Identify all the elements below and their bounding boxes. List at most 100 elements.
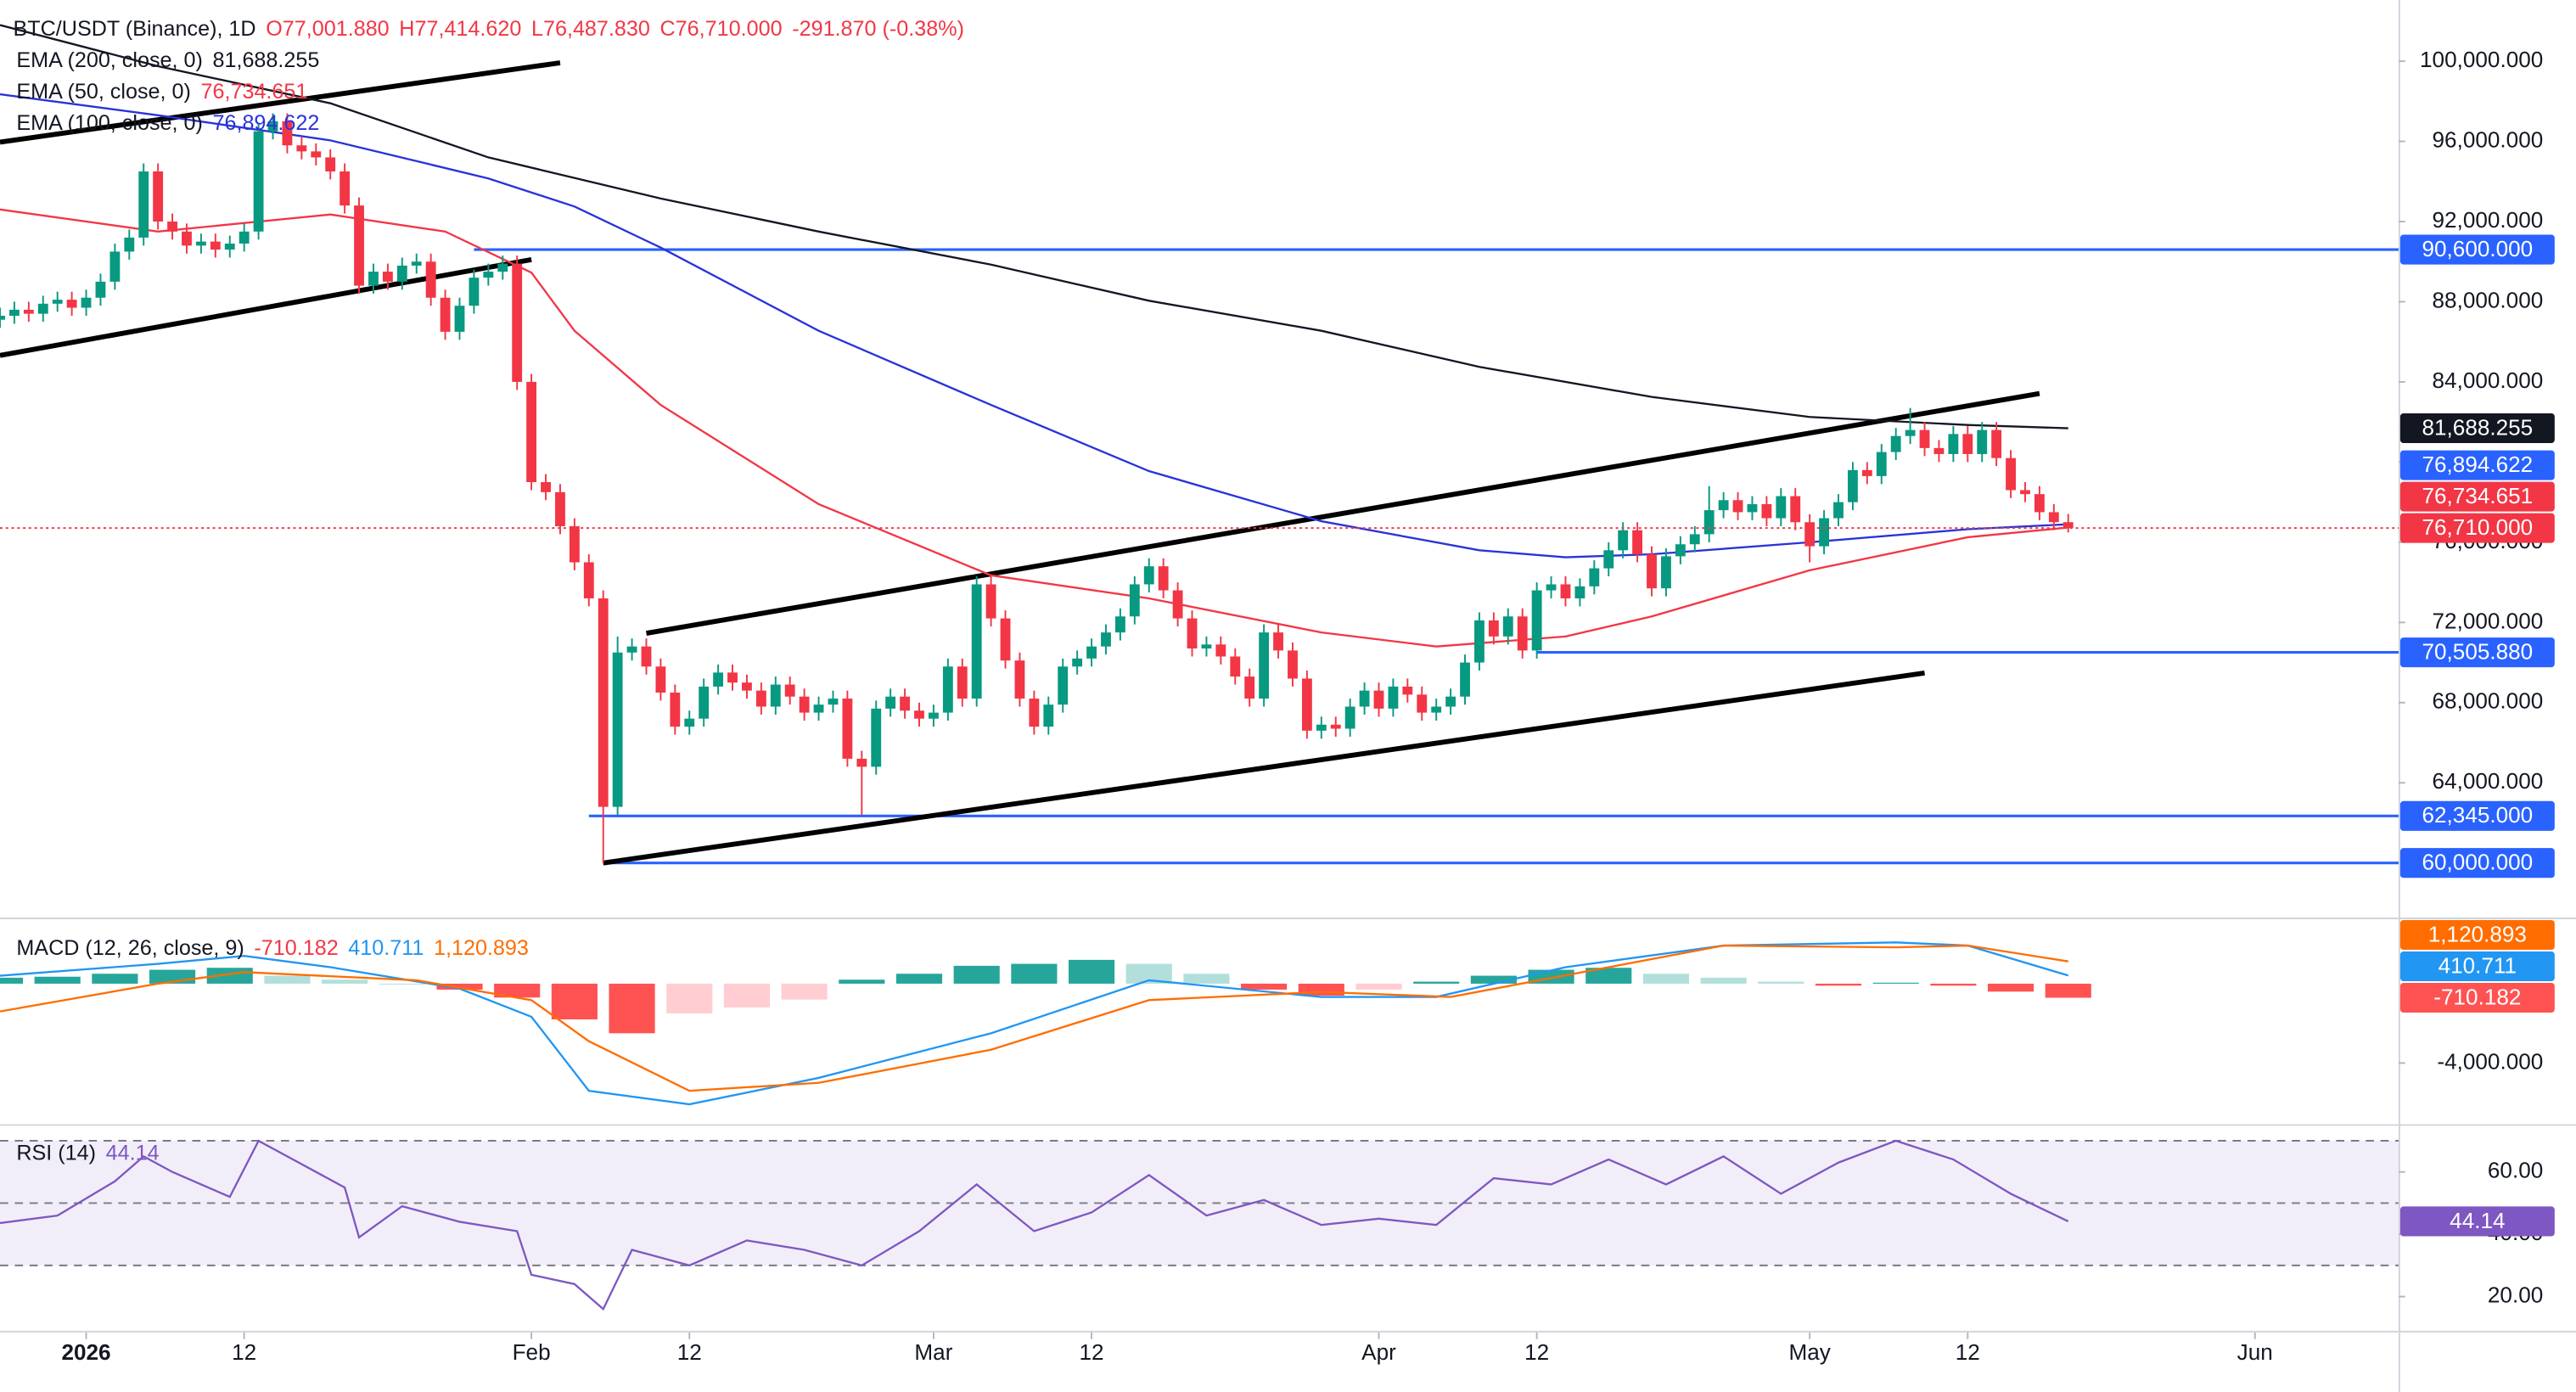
candle-body bbox=[1632, 530, 1643, 555]
macd-histogram-bar bbox=[494, 983, 541, 998]
price-badge bbox=[2399, 481, 2555, 512]
macd-histogram-bar bbox=[34, 976, 81, 984]
price-badge bbox=[2399, 919, 2555, 951]
macd-histogram-bar bbox=[609, 983, 655, 1034]
candle-body bbox=[985, 584, 996, 619]
price-badge-label: 70,505.880 bbox=[2422, 638, 2533, 664]
candle-body bbox=[1488, 620, 1499, 637]
y-tick-label: 88,000.000 bbox=[2433, 287, 2544, 312]
candle-body bbox=[1301, 678, 1312, 731]
candle-body bbox=[282, 121, 293, 146]
x-tick-label: 12 bbox=[677, 1339, 702, 1365]
y-tick-label: 84,000.000 bbox=[2433, 368, 2544, 393]
x-tick-label: 12 bbox=[1080, 1339, 1104, 1365]
macd-histogram-bar bbox=[322, 979, 368, 984]
candle-body bbox=[81, 297, 92, 308]
candle-body bbox=[1215, 644, 1226, 657]
candle-body bbox=[1460, 662, 1470, 697]
candle-body bbox=[239, 231, 250, 244]
price-badge bbox=[2399, 234, 2555, 265]
candle-body bbox=[1388, 686, 1399, 709]
candle-body bbox=[1143, 566, 1154, 585]
histogram-value: -710.182 bbox=[254, 936, 338, 960]
candle-body bbox=[1819, 518, 1830, 547]
candle-body bbox=[900, 696, 911, 711]
candle-body bbox=[1201, 644, 1212, 649]
price-badge-label: 410.711 bbox=[2439, 952, 2517, 978]
x-tick-label: Jun bbox=[2237, 1339, 2273, 1365]
candle-body bbox=[871, 708, 882, 767]
candle-body bbox=[267, 121, 278, 132]
macd-histogram-bar bbox=[436, 983, 483, 990]
candle-body bbox=[52, 300, 63, 304]
candle-body bbox=[1172, 590, 1183, 619]
candle-body bbox=[1431, 706, 1442, 713]
candle-body bbox=[799, 696, 810, 713]
candle-body bbox=[742, 682, 752, 691]
candle-body bbox=[684, 718, 695, 727]
candle-body bbox=[1747, 503, 1758, 513]
candle-body bbox=[1776, 496, 1787, 519]
candle-body bbox=[1531, 590, 1542, 651]
candle-body bbox=[210, 241, 221, 250]
macd-histogram-bar bbox=[92, 974, 138, 984]
candle-body bbox=[1072, 658, 1083, 667]
candle-body bbox=[1230, 656, 1241, 677]
candle-body bbox=[224, 243, 235, 250]
ema-legend: EMA (50, close, 0) 76,734.651 bbox=[16, 80, 307, 104]
candle-body bbox=[784, 684, 795, 697]
candle-body bbox=[1101, 632, 1111, 647]
macd-histogram-bar bbox=[1241, 983, 1288, 990]
candle-body bbox=[469, 278, 480, 306]
macd-title: MACD (12, 26, close, 9) bbox=[16, 936, 244, 960]
candle-body bbox=[1647, 554, 1657, 589]
candle-body bbox=[1618, 530, 1629, 551]
macd-histogram-bar bbox=[0, 977, 24, 984]
macd-histogram-bar bbox=[666, 983, 713, 1013]
macd-histogram-bar bbox=[839, 979, 885, 984]
candle-body bbox=[828, 699, 839, 705]
candle-body bbox=[411, 261, 422, 266]
candle-body bbox=[1273, 632, 1283, 651]
candle-body bbox=[1890, 435, 1901, 452]
candle-body bbox=[1991, 429, 2002, 458]
close-label: C76,710.000 bbox=[660, 17, 783, 41]
candle-body bbox=[8, 309, 20, 316]
y-tick-label: 68,000.000 bbox=[2433, 688, 2544, 714]
candle-body bbox=[1703, 510, 1715, 535]
candle-body bbox=[713, 672, 724, 687]
candle-body bbox=[1373, 690, 1384, 709]
candle-body bbox=[1603, 550, 1614, 569]
open-label: O77,001.880 bbox=[266, 17, 389, 41]
x-tick-label: 12 bbox=[232, 1339, 256, 1365]
candle-body bbox=[124, 237, 135, 252]
candle-body bbox=[66, 300, 77, 308]
y-tick-label: 20.00 bbox=[2488, 1282, 2543, 1307]
candle-body bbox=[1014, 660, 1025, 699]
price-badge-label: -710.182 bbox=[2433, 984, 2521, 1009]
candle-body bbox=[382, 272, 393, 282]
macd-histogram-bar bbox=[1413, 981, 1460, 984]
candle-body bbox=[813, 704, 824, 713]
macd-histogram-bar bbox=[1298, 983, 1344, 996]
candle-body bbox=[1244, 676, 1255, 699]
macd-histogram-bar bbox=[1642, 974, 1690, 984]
candle-body bbox=[583, 562, 594, 598]
price-badge-label: 76,894.622 bbox=[2422, 452, 2533, 477]
candle-body bbox=[396, 265, 407, 282]
price-badge bbox=[2399, 413, 2555, 444]
candle-body bbox=[2048, 512, 2059, 523]
low-label: L76,487.830 bbox=[531, 17, 650, 41]
candle-body bbox=[1187, 618, 1198, 649]
macd-legend: MACD (12, 26, close, 9) -710.182 410.711 1,… bbox=[16, 936, 529, 960]
macd-histogram-bar bbox=[1470, 975, 1517, 984]
candle-body bbox=[2034, 494, 2045, 513]
change-label: -291.870 (-0.38%) bbox=[792, 17, 964, 41]
candle-body bbox=[1517, 616, 1528, 651]
candle-body bbox=[1732, 500, 1743, 513]
candle-body bbox=[885, 696, 896, 709]
candle-body bbox=[1718, 500, 1729, 511]
macd-histogram-bar bbox=[1011, 963, 1058, 984]
